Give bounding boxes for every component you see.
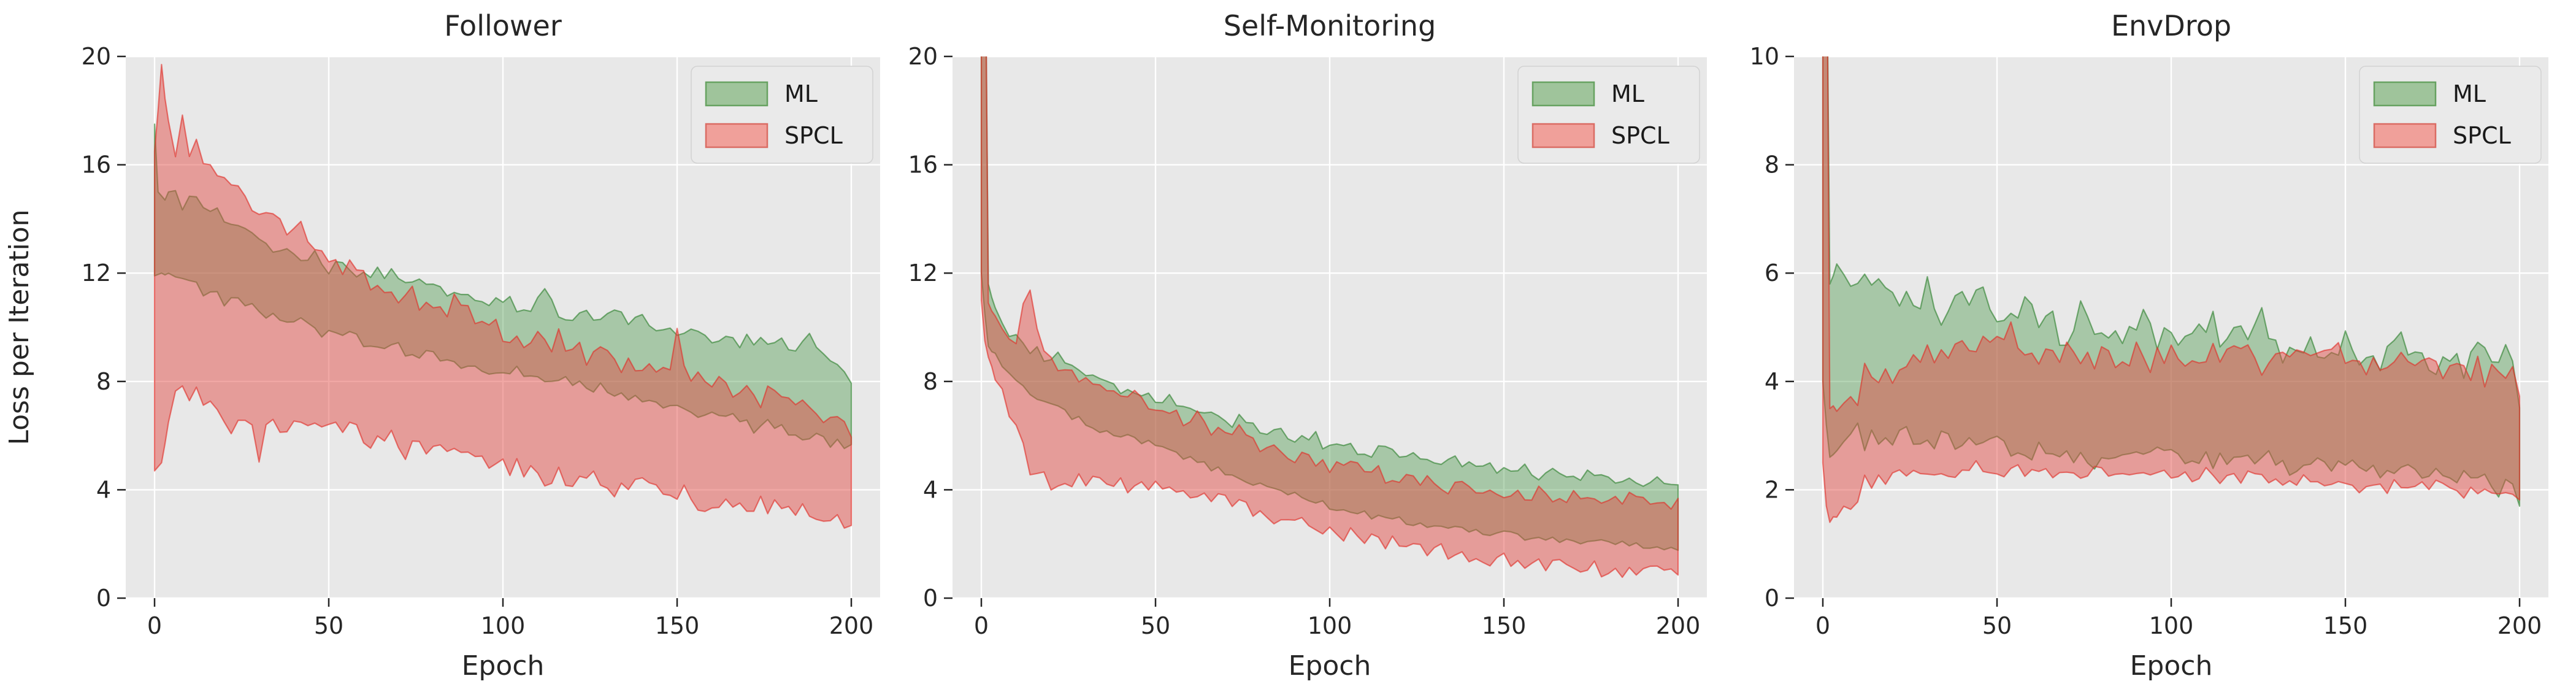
x-axis-label: Epoch <box>2130 650 2213 682</box>
bands <box>153 64 853 529</box>
legend-label-spcl: SPCL <box>1611 122 1669 149</box>
legend: ML SPCL <box>1517 66 1700 164</box>
legend: ML SPCL <box>2359 66 2542 164</box>
y-tick-label: 0 <box>1765 585 1779 612</box>
y-tick-label: 2 <box>1765 476 1779 503</box>
y-tick-label: 10 <box>1750 43 1779 70</box>
legend-label-spcl: SPCL <box>784 122 843 149</box>
y-tick-label: 4 <box>1765 368 1779 395</box>
subplot-envdrop: 0 50 100 150 200 0 2 4 6 8 10 EnvDrop Epoch ML SPCL <box>1750 9 2548 682</box>
subplot-title: Self-Monitoring <box>1224 9 1436 42</box>
x-tick-label: 100 <box>1308 612 1352 639</box>
x-axis-label: Epoch <box>1289 650 1371 682</box>
y-tick-label: 4 <box>923 476 938 503</box>
ticks: 0 50 100 150 200 0 2 4 6 8 10 <box>1750 43 2542 639</box>
legend-swatch-spcl <box>1531 123 1595 148</box>
legend-box <box>1517 66 1700 164</box>
subplot-title: Follower <box>444 9 562 42</box>
legend-label-spcl: SPCL <box>2453 122 2511 149</box>
subplot-title: EnvDrop <box>2111 9 2231 42</box>
y-tick-label: 4 <box>96 476 111 503</box>
x-tick-label: 0 <box>1815 612 1830 639</box>
x-tick-label: 0 <box>974 612 989 639</box>
legend-label-ml: ML <box>1611 80 1644 107</box>
gridlines <box>1794 55 2548 599</box>
x-tick-label: 50 <box>1141 612 1170 639</box>
legend-box <box>2359 66 2542 164</box>
y-tick-label: 8 <box>923 368 938 395</box>
band-spcl <box>1822 56 2521 523</box>
legend-box <box>691 66 873 164</box>
legend-swatch-spcl <box>705 123 769 148</box>
y-tick-label: 8 <box>1765 152 1779 179</box>
x-tick-label: 150 <box>655 612 700 639</box>
y-tick-label: 0 <box>96 585 111 612</box>
x-tick-label: 50 <box>1982 612 2012 639</box>
x-tick-label: 200 <box>2497 612 2542 639</box>
bands <box>1822 56 2521 523</box>
band-ml <box>1822 56 2521 507</box>
legend-swatch-ml <box>705 81 769 107</box>
y-tick-label: 8 <box>96 368 111 395</box>
legend: ML SPCL <box>691 66 873 164</box>
x-tick-label: 0 <box>147 612 162 639</box>
legend-label-ml: ML <box>2453 80 2486 107</box>
y-tick-label: 12 <box>82 260 111 286</box>
x-tick-label: 200 <box>1656 612 1701 639</box>
y-tick-label: 16 <box>82 152 111 179</box>
band-spcl <box>153 64 853 529</box>
x-tick-label: 150 <box>1482 612 1527 639</box>
y-tick-label: 20 <box>82 43 111 70</box>
subplot-self-monitoring: 0 50 100 150 200 0 4 8 12 16 20 Self-Monitoring Epoc… <box>908 9 1707 682</box>
y-axis-label: Loss per Iteration <box>4 209 35 445</box>
legend-label-ml: ML <box>784 80 818 107</box>
ticks: 0 50 100 150 200 0 4 8 12 16 20 <box>82 43 874 639</box>
bands <box>980 56 1679 579</box>
subplot-follower: 0 50 100 150 200 0 4 8 12 16 20 Follower Epoch Loss p… <box>4 9 880 682</box>
x-tick-label: 100 <box>2149 612 2194 639</box>
x-tick-label: 150 <box>2323 612 2368 639</box>
ticks: 0 50 100 150 200 0 4 8 12 16 20 <box>908 43 1701 639</box>
x-tick-label: 200 <box>829 612 874 639</box>
y-tick-label: 6 <box>1765 260 1779 286</box>
legend-swatch-spcl <box>2373 123 2437 148</box>
band-spcl <box>980 56 1679 579</box>
x-axis-label: Epoch <box>462 650 545 682</box>
x-tick-label: 100 <box>481 612 526 639</box>
legend-swatch-ml <box>2373 81 2437 107</box>
y-tick-label: 0 <box>923 585 938 612</box>
y-tick-label: 12 <box>908 260 938 286</box>
x-tick-label: 50 <box>314 612 343 639</box>
legend-swatch-ml <box>1531 81 1595 107</box>
y-tick-label: 16 <box>908 152 938 179</box>
y-tick-label: 20 <box>908 43 938 70</box>
